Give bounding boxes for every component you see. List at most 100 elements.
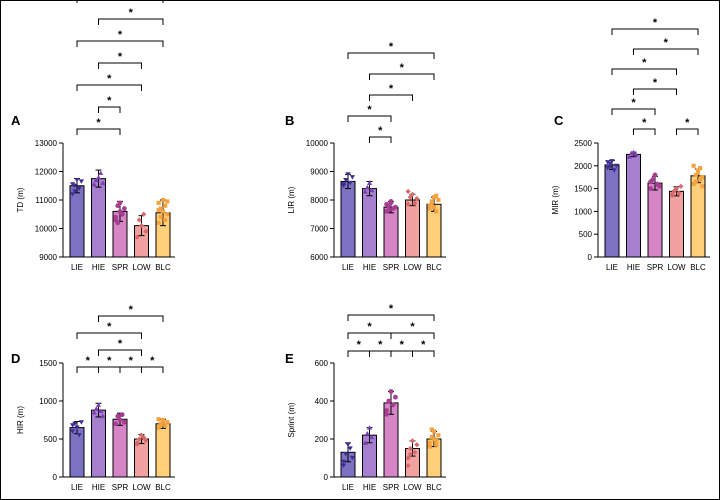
data-point [156,207,161,213]
y-tick-label: 0 [53,473,58,482]
significance-star: * [642,57,647,69]
significance-star: * [150,355,155,367]
x-tick-label: BLC [690,263,706,272]
data-point [366,425,373,430]
significance-bracket [611,108,656,115]
significance-star: * [389,303,394,315]
x-tick-label: SPR [112,483,129,492]
y-tick-label: 7000 [310,225,328,234]
data-point [113,421,118,427]
data-point [347,446,353,451]
panel-label: B [285,113,294,128]
data-point [698,166,703,171]
data-point [349,455,355,461]
bar-lie [69,185,85,258]
significance-bracket [98,366,121,373]
data-point [122,419,127,425]
significance-bracket [347,314,435,321]
data-point [700,184,705,189]
x-tick-label: SPR [112,263,129,272]
significance-bracket [369,350,392,357]
data-point [134,441,140,447]
y-tick-label: 600 [315,359,329,368]
data-point [78,179,84,184]
panel-label: C [554,113,564,128]
data-point [626,154,632,159]
significance-star: * [107,95,112,107]
x-tick-label: LOW [132,263,151,272]
bar-low [405,199,420,258]
data-point [93,177,99,183]
bar-spr [647,182,663,258]
significance-bracket [347,350,370,357]
data-point [72,421,78,427]
data-point [429,427,434,432]
significance-star: * [118,29,123,41]
data-point [427,444,432,449]
significance-bracket [76,332,142,339]
data-point [74,425,80,430]
data-point [362,189,368,194]
data-point [393,204,398,210]
y-tick-label: 2000 [574,162,592,171]
panel-D: D 0 500 1000 1500 HIR (m) LIE HIE SPR LOW BLC * * * * *… [11,304,175,492]
bar-hie [626,153,641,258]
data-point [364,430,370,436]
data-point [349,175,355,180]
data-point [390,402,396,408]
significance-bracket [633,88,677,95]
panel-C: C 0 500 1000 1500 2000 2500 MIR (m) LIE HIE SPR LOW… [551,17,710,272]
data-point [74,177,80,183]
significance-bracket [369,136,392,143]
bar-hie [362,188,377,258]
significance-star: * [129,304,134,316]
data-point [143,437,149,444]
data-point [671,188,677,194]
y-tick-label: 0 [588,253,593,262]
data-point [98,170,104,176]
x-tick-label: LIE [342,483,354,492]
x-tick-label: BLC [426,483,442,492]
significance-star: * [118,338,123,350]
y-tick-label: 10000 [306,139,329,148]
data-point [163,217,168,223]
significance-star: * [664,37,669,49]
y-tick-label: 11000 [35,196,57,205]
data-point [427,440,432,445]
significance-bracket [76,128,121,135]
data-point [117,417,123,423]
data-point [76,433,82,438]
significance-bracket [676,128,699,135]
bar-low [669,190,684,258]
significance-star: * [400,62,405,74]
y-tick-label: 9000 [39,253,57,262]
significance-star: * [631,97,636,109]
data-point [700,175,705,180]
data-point [386,398,392,404]
y-tick-label: 500 [579,230,593,239]
panel-label: E [285,351,294,366]
panel-label: D [11,351,20,366]
x-tick-label: SPR [383,263,400,272]
data-point [429,199,434,204]
data-point [143,228,149,234]
bar-lie [604,164,620,258]
y-tick-label: 13000 [35,139,58,148]
x-tick-label: LIE [71,263,83,272]
data-point [648,186,653,192]
data-point [405,463,411,469]
data-point [345,442,351,448]
significance-star: * [357,339,362,351]
data-point [362,440,368,445]
panel-A: A 9000 10000 11000 12000 13000 TD (m) LIE HIE SPR… [11,1,175,272]
data-point [165,199,170,204]
significance-bracket [347,52,435,59]
y-tick-label: 2500 [574,139,592,148]
data-point [93,406,99,411]
bar-hie [91,178,106,258]
data-point [409,438,416,444]
y-axis-label: HIR (m) [16,406,25,434]
data-point [405,188,411,195]
bar-hie [91,409,106,478]
